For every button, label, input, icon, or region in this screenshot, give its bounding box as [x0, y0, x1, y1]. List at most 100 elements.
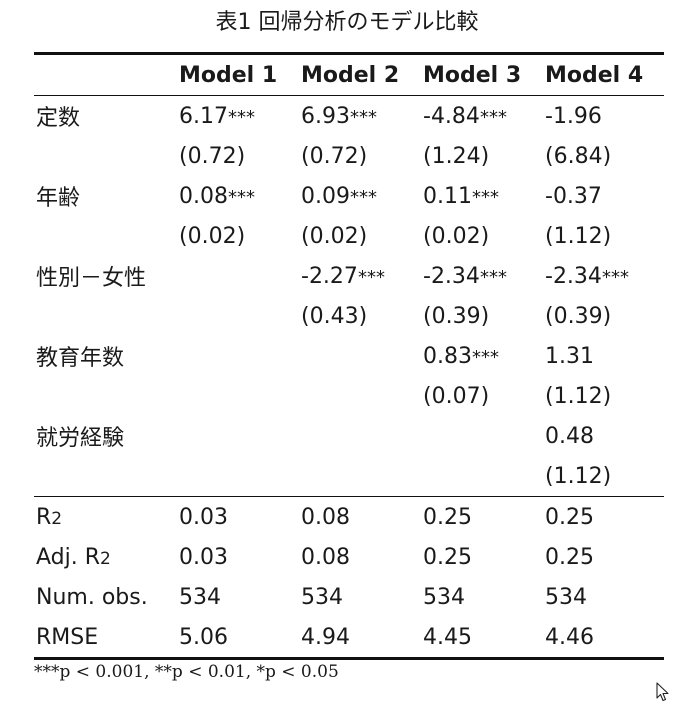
- standard-error-row: (0.02) (0.02) (0.02) (1.12): [34, 216, 664, 256]
- estimate-cell: 0.09***: [299, 176, 421, 216]
- estimate-cell: 0.48: [543, 416, 664, 456]
- significance-stars: ***: [601, 266, 629, 288]
- standard-error-cell: [299, 376, 421, 416]
- estimate-value: 0.83: [423, 343, 472, 369]
- standard-error-cell: (1.12): [545, 223, 612, 249]
- estimate-cell: -2.27***: [299, 256, 421, 296]
- significance-stars: ***: [479, 106, 507, 128]
- estimate-value: -0.37: [545, 183, 602, 209]
- estimate-value: 0.08: [179, 183, 228, 209]
- standard-error-cell: [421, 456, 543, 497]
- statistic-value: 534: [179, 584, 221, 610]
- estimate-value: 0.11: [423, 183, 472, 209]
- estimate-cell: 6.17***: [177, 96, 299, 137]
- estimate-cell: 1.31: [543, 336, 664, 376]
- significance-stars: ***: [227, 186, 255, 208]
- statistic-subscript: 2: [100, 548, 111, 569]
- standard-error-row: (0.07) (1.12): [34, 376, 664, 416]
- coefficient-row: 定数 6.17*** 6.93*** -4.84*** -1.96: [34, 96, 664, 137]
- estimate-cell: 6.93***: [299, 96, 421, 137]
- variable-label: 就労経験: [36, 426, 125, 451]
- statistic-value: 534: [301, 584, 343, 610]
- standard-error-cell: (6.84): [545, 143, 612, 169]
- standard-error-stub: [34, 296, 177, 336]
- standard-error-cell: (1.12): [545, 383, 612, 409]
- fit-statistic-row: RMSE 5.06 4.94 4.45 4.46: [34, 617, 664, 660]
- statistic-label: RMSE: [34, 617, 177, 660]
- mouse-pointer-icon: [656, 682, 669, 702]
- statistic-name: R: [36, 504, 52, 530]
- significance-stars: ***: [479, 266, 507, 288]
- standard-error-cell: [177, 376, 299, 416]
- standard-error-row: (1.12): [34, 456, 664, 497]
- estimate-value: -1.96: [545, 103, 602, 129]
- statistic-name: Num. obs.: [36, 584, 148, 610]
- estimate-cell: [177, 256, 299, 296]
- estimate-cell: [177, 336, 299, 376]
- standard-error-stub: [34, 376, 177, 416]
- table-caption: 表1 回帰分析のモデル比較: [215, 10, 479, 35]
- significance-stars: ***: [227, 106, 255, 128]
- statistic-label: R2: [34, 496, 177, 537]
- standard-error-cell: (1.24): [423, 143, 490, 169]
- standard-error-cell: [177, 296, 299, 336]
- standard-error-stub: [34, 216, 177, 256]
- statistic-value: 534: [423, 584, 465, 610]
- header-row: Model 1 Model 2 Model 3 Model 4: [34, 53, 664, 96]
- statistic-value: 0.03: [179, 544, 228, 570]
- standard-error-cell: [299, 456, 421, 497]
- estimate-value: -4.84: [423, 103, 480, 129]
- statistic-value: 0.03: [177, 496, 299, 537]
- header-stub: [34, 54, 177, 96]
- significance-stars: ***: [349, 106, 377, 128]
- header-model-2: Model 2: [301, 62, 400, 88]
- significance-stars: ***: [471, 186, 499, 208]
- regression-table: Model 1 Model 2 Model 3 Model 4 定数 6.17**…: [34, 52, 664, 660]
- statistic-name: RMSE: [36, 624, 99, 650]
- estimate-cell: -4.84***: [421, 96, 543, 137]
- estimate-cell: 0.08***: [177, 176, 299, 216]
- coefficient-rows: 定数 6.17*** 6.93*** -4.84*** -1.96 (0.72) (0.72…: [34, 96, 664, 497]
- coefficient-row: 性別－女性 -2.27*** -2.34*** -2.34***: [34, 256, 664, 296]
- significance-note: ***p < 0.001, **p < 0.01, *p < 0.05: [34, 662, 339, 682]
- estimate-cell: -2.34***: [543, 256, 664, 296]
- standard-error-cell: (0.02): [423, 223, 490, 249]
- standard-error-cell: (0.72): [301, 143, 368, 169]
- estimate-cell: 0.83***: [421, 336, 543, 376]
- statistic-value: 5.06: [177, 617, 299, 660]
- estimate-cell: [299, 336, 421, 376]
- standard-error-cell: (0.39): [545, 303, 612, 329]
- header-model-4: Model 4: [545, 62, 644, 88]
- significance-stars: ***: [357, 266, 385, 288]
- statistic-value: 0.25: [543, 496, 664, 537]
- fit-statistic-row: Num. obs. 534 534 534 534: [34, 577, 664, 617]
- fit-statistic-row: R2 0.03 0.08 0.25 0.25: [34, 496, 664, 537]
- standard-error-cell: (0.43): [301, 303, 368, 329]
- fit-statistic-row: Adj. R2 0.03 0.08 0.25 0.25: [34, 537, 664, 577]
- estimate-cell: -2.34***: [421, 256, 543, 296]
- standard-error-cell: (0.39): [423, 303, 490, 329]
- statistic-value: 0.25: [545, 544, 594, 570]
- standard-error-stub: [34, 456, 177, 497]
- standard-error-cell: (0.02): [179, 223, 246, 249]
- statistic-value: 0.08: [301, 544, 350, 570]
- estimate-cell: [421, 416, 543, 456]
- standard-error-cell: (0.72): [179, 143, 246, 169]
- coefficient-row: 教育年数 0.83*** 1.31: [34, 336, 664, 376]
- standard-error-cell: (0.07): [423, 383, 490, 409]
- estimate-value: -2.34: [545, 263, 602, 289]
- header-model-3: Model 3: [423, 62, 522, 88]
- statistic-subscript: 2: [51, 508, 63, 529]
- statistic-name: Adj. R: [36, 544, 101, 570]
- estimate-value: 1.31: [545, 343, 594, 369]
- estimate-value: -2.34: [423, 263, 480, 289]
- significance-stars: ***: [349, 186, 377, 208]
- statistic-value: 4.94: [299, 617, 421, 660]
- standard-error-cell: (1.12): [545, 463, 612, 489]
- significance-stars: ***: [471, 346, 499, 368]
- variable-label: 年齢: [36, 186, 81, 211]
- estimate-value: 6.93: [301, 103, 350, 129]
- estimate-value: 6.17: [179, 103, 228, 129]
- standard-error-cell: (0.02): [301, 223, 368, 249]
- standard-error-row: (0.72) (0.72) (1.24) (6.84): [34, 136, 664, 176]
